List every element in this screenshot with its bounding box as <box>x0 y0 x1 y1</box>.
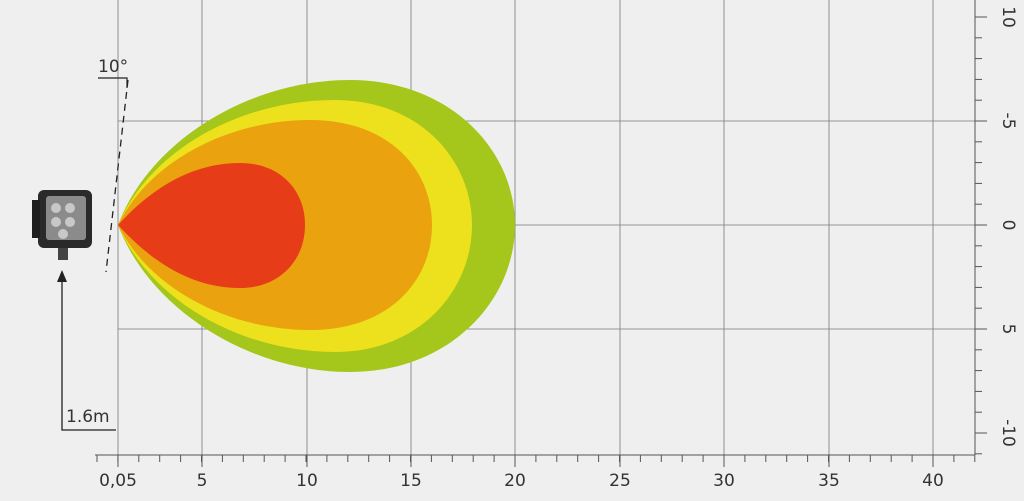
beam-zone-red <box>118 163 305 288</box>
y-tick-label: 10 <box>998 6 1018 28</box>
x-tick-label: 20 <box>504 471 526 491</box>
y-tick-label: 5 <box>998 324 1018 335</box>
x-tick-label: 35 <box>818 471 840 491</box>
x-tick-label: 40 <box>922 471 944 491</box>
x-tick-label: 10 <box>296 471 318 491</box>
height-label: 1.6m <box>66 407 110 427</box>
x-tick-label: 5 <box>197 471 208 491</box>
y-tick-label: 0 <box>998 220 1018 231</box>
angle-label: 10° <box>98 57 128 77</box>
height-leader <box>61 278 116 431</box>
x-tick-label: 30 <box>713 471 735 491</box>
x-tick-label: 15 <box>400 471 422 491</box>
lamp-icon <box>32 190 92 260</box>
angle-leader <box>98 77 128 88</box>
x-tick-label: 0,05 <box>99 471 137 491</box>
x-tick-label: 25 <box>609 471 631 491</box>
y-tick-label: -5 <box>998 113 1018 130</box>
y-tick-label: -10 <box>998 419 1018 447</box>
angle-line <box>105 79 129 273</box>
height-arrowhead <box>57 270 67 282</box>
